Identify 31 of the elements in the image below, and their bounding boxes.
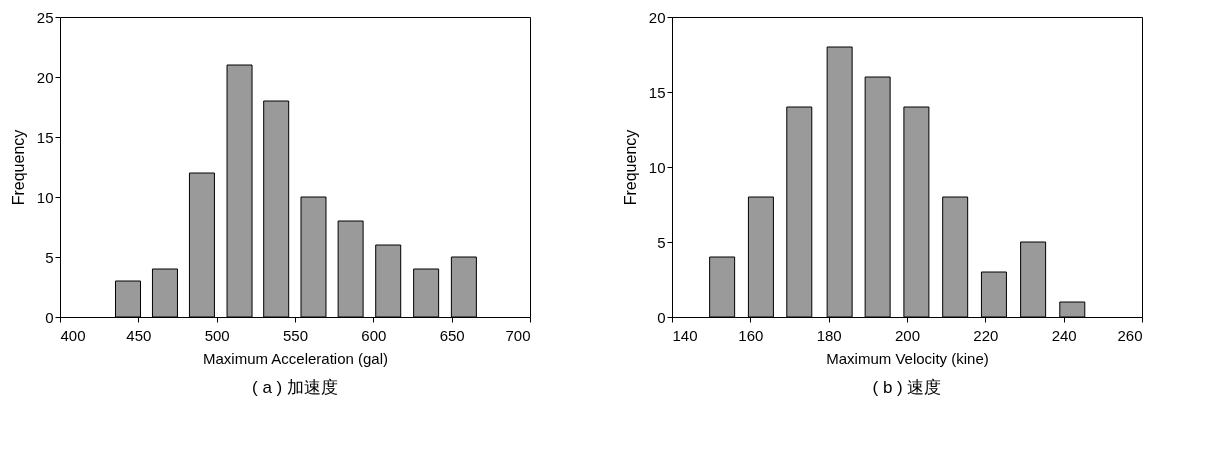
- x-tick-label: 400: [60, 326, 86, 344]
- y-tick-label: 10: [36, 188, 54, 206]
- x-tick-label: 550: [282, 326, 309, 344]
- y-tick-label: 5: [45, 248, 54, 266]
- text: ( a ) 加速度: [252, 378, 338, 397]
- x-tick-label: 700: [505, 326, 531, 344]
- x-tick-label: 140: [672, 326, 698, 344]
- x-tick-label: 220: [973, 326, 999, 344]
- y-tick-label: 5: [657, 233, 666, 251]
- y-tick-label: 25: [36, 8, 54, 26]
- x-axis-title: Maximum Acceleration (gal): [202, 349, 389, 367]
- y-axis-title: Frequency: [9, 129, 27, 206]
- x-tick-label: 450: [126, 326, 152, 344]
- y-tick-label: 10: [648, 158, 666, 176]
- y-tick-label: 20: [648, 8, 666, 26]
- y-tick-label: 20: [36, 68, 54, 86]
- y-tick-label: 0: [657, 308, 666, 326]
- y-tick-label: 15: [36, 128, 54, 146]
- text: ( b ) 速度: [872, 378, 942, 397]
- x-tick-label: 600: [361, 326, 387, 344]
- x-tick-label: 180: [816, 326, 842, 344]
- x-axis-title: Maximum Velocity (kine): [826, 349, 989, 367]
- x-tick-label: 240: [1051, 326, 1077, 344]
- y-axis-title: Frequency: [621, 129, 639, 206]
- y-tick-label: 0: [45, 308, 54, 326]
- x-tick-label: 160: [738, 326, 764, 344]
- x-tick-label: 650: [439, 326, 465, 344]
- x-tick-label: 500: [204, 326, 230, 344]
- x-tick-label: 260: [1117, 326, 1143, 344]
- y-tick-label: 15: [648, 83, 666, 101]
- x-tick-label: 200: [894, 326, 921, 344]
